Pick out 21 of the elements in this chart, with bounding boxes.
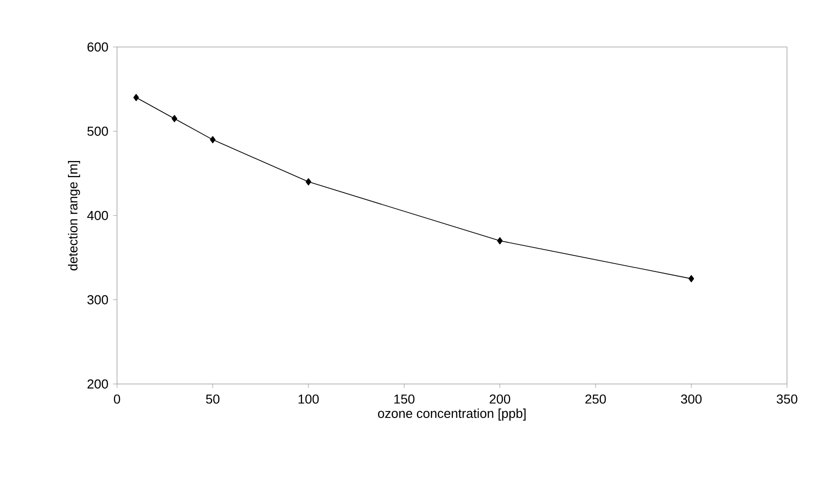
y-tick-label: 300 bbox=[87, 295, 108, 304]
x-tick-label: 300 bbox=[680, 394, 702, 404]
x-tick-label: 50 bbox=[206, 394, 220, 404]
point bbox=[210, 136, 216, 144]
y-tick-label: 400 bbox=[87, 210, 108, 220]
x-axis-title: ozone concentration [ppb] bbox=[378, 408, 526, 421]
point bbox=[497, 237, 503, 244]
x-tick-label: 200 bbox=[490, 394, 510, 404]
point bbox=[133, 94, 139, 102]
y-tick-label: 500 bbox=[87, 126, 108, 136]
x-tick-label: 0 bbox=[114, 394, 120, 404]
y-axis-title: detection range [m] bbox=[68, 161, 80, 270]
point bbox=[172, 115, 178, 122]
y-tick-label: 600 bbox=[88, 42, 108, 52]
point bbox=[306, 178, 312, 186]
x-tick-label: 150 bbox=[394, 394, 414, 404]
y-tick-label: 200 bbox=[88, 379, 108, 389]
point bbox=[688, 275, 694, 282]
x-tick-label: 250 bbox=[585, 394, 606, 404]
x-tick-label: 350 bbox=[776, 394, 798, 404]
x-tick-label: 100 bbox=[298, 394, 319, 404]
